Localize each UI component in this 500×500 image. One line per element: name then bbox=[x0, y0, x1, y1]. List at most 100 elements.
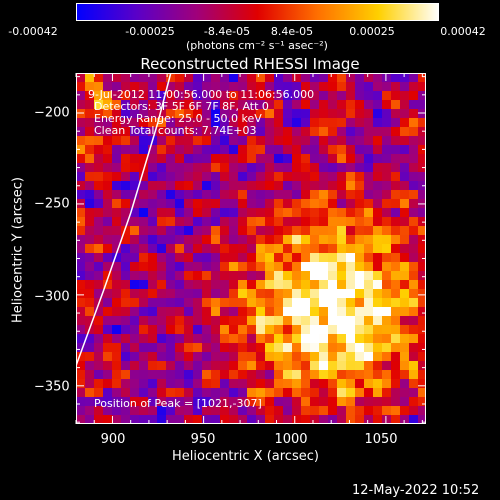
heatmap-cell bbox=[85, 118, 94, 127]
heatmap-cell bbox=[229, 388, 238, 397]
heatmap-cell bbox=[130, 172, 139, 181]
heatmap-cell bbox=[400, 244, 409, 253]
heatmap-cell bbox=[373, 352, 382, 361]
heatmap-cell bbox=[130, 118, 139, 127]
heatmap-cell bbox=[175, 208, 184, 217]
heatmap-cell bbox=[382, 406, 391, 415]
heatmap-cell bbox=[364, 307, 373, 316]
heatmap-cell bbox=[175, 334, 184, 343]
heatmap-cell bbox=[202, 397, 211, 406]
heatmap-cell bbox=[229, 163, 238, 172]
heatmap-cell bbox=[283, 154, 292, 163]
heatmap-cell bbox=[112, 163, 121, 172]
heatmap-cell bbox=[364, 334, 373, 343]
colorbar-tick-label: 0.00042 bbox=[440, 25, 486, 38]
heatmap-cell bbox=[319, 118, 328, 127]
heatmap-cell bbox=[112, 262, 121, 271]
heatmap-cell bbox=[283, 100, 292, 109]
heatmap-cell bbox=[409, 100, 418, 109]
heatmap-cell bbox=[274, 172, 283, 181]
heatmap-cell bbox=[391, 253, 400, 262]
heatmap-cell bbox=[103, 118, 112, 127]
heatmap-cell bbox=[247, 244, 256, 253]
heatmap-cell bbox=[85, 100, 94, 109]
heatmap-cell bbox=[364, 145, 373, 154]
colorbar-tick-label: -0.00042 bbox=[8, 25, 58, 38]
heatmap-cell bbox=[301, 181, 310, 190]
heatmap-cell bbox=[355, 145, 364, 154]
heatmap-cell bbox=[373, 289, 382, 298]
heatmap-cell bbox=[409, 172, 418, 181]
heatmap-cell bbox=[328, 73, 337, 82]
heatmap-cell bbox=[274, 127, 283, 136]
heatmap-cell bbox=[121, 379, 130, 388]
heatmap-cell bbox=[130, 325, 139, 334]
heatmap-cell bbox=[157, 181, 166, 190]
heatmap-cell bbox=[184, 271, 193, 280]
heatmap-cell bbox=[121, 190, 130, 199]
heatmap-cell bbox=[193, 109, 202, 118]
heatmap-cell bbox=[139, 298, 148, 307]
heatmap-cell bbox=[247, 73, 256, 82]
heatmap-cell bbox=[238, 379, 247, 388]
heatmap-cell bbox=[157, 397, 166, 406]
heatmap-cell bbox=[130, 298, 139, 307]
heatmap-cell bbox=[265, 190, 274, 199]
heatmap-cell bbox=[355, 172, 364, 181]
heatmap-cell bbox=[175, 370, 184, 379]
heatmap-cell bbox=[328, 262, 337, 271]
heatmap-cell bbox=[211, 154, 220, 163]
heatmap-cell bbox=[220, 100, 229, 109]
heatmap-cell bbox=[94, 370, 103, 379]
heatmap-cell bbox=[85, 91, 94, 100]
heatmap-cell bbox=[229, 154, 238, 163]
heatmap-cell bbox=[256, 271, 265, 280]
heatmap-cell bbox=[202, 82, 211, 91]
heatmap-cell bbox=[382, 415, 391, 424]
heatmap-cell bbox=[148, 226, 157, 235]
heatmap-cell bbox=[157, 325, 166, 334]
heatmap-cell bbox=[256, 352, 265, 361]
heatmap-cell bbox=[94, 118, 103, 127]
heatmap-cell bbox=[139, 307, 148, 316]
heatmap-cell bbox=[319, 73, 328, 82]
heatmap-cell bbox=[301, 235, 310, 244]
heatmap-cell bbox=[301, 280, 310, 289]
heatmap-cell bbox=[292, 208, 301, 217]
heatmap-cell bbox=[184, 289, 193, 298]
heatmap-cell bbox=[355, 406, 364, 415]
heatmap-cell bbox=[202, 415, 211, 424]
heatmap-cell bbox=[256, 163, 265, 172]
heatmap-cell bbox=[364, 109, 373, 118]
heatmap-cell bbox=[409, 352, 418, 361]
heatmap-cell bbox=[400, 325, 409, 334]
heatmap-cell bbox=[238, 235, 247, 244]
heatmap-cell bbox=[292, 91, 301, 100]
heatmap-cell bbox=[283, 325, 292, 334]
heatmap-cell bbox=[310, 316, 319, 325]
heatmap-cell bbox=[337, 280, 346, 289]
heatmap-cell bbox=[121, 145, 130, 154]
heatmap-cell bbox=[355, 82, 364, 91]
heatmap-cell bbox=[229, 190, 238, 199]
heatmap-cell bbox=[166, 280, 175, 289]
heatmap-cell bbox=[76, 91, 85, 100]
heatmap-cell bbox=[130, 361, 139, 370]
heatmap-cell bbox=[256, 379, 265, 388]
heatmap-cell bbox=[283, 334, 292, 343]
heatmap-cell bbox=[364, 361, 373, 370]
heatmap-cell bbox=[346, 181, 355, 190]
heatmap-cell bbox=[409, 244, 418, 253]
heatmap-cell bbox=[382, 352, 391, 361]
heatmap-cell bbox=[184, 316, 193, 325]
heatmap-cell bbox=[94, 271, 103, 280]
heatmap-cell bbox=[364, 262, 373, 271]
heatmap-cell bbox=[409, 109, 418, 118]
heatmap-cell bbox=[364, 244, 373, 253]
heatmap-cell bbox=[337, 235, 346, 244]
heatmap-cell bbox=[157, 82, 166, 91]
heatmap-cell bbox=[355, 127, 364, 136]
heatmap-cell bbox=[337, 352, 346, 361]
heatmap-cell bbox=[193, 244, 202, 253]
heatmap-cell bbox=[373, 163, 382, 172]
